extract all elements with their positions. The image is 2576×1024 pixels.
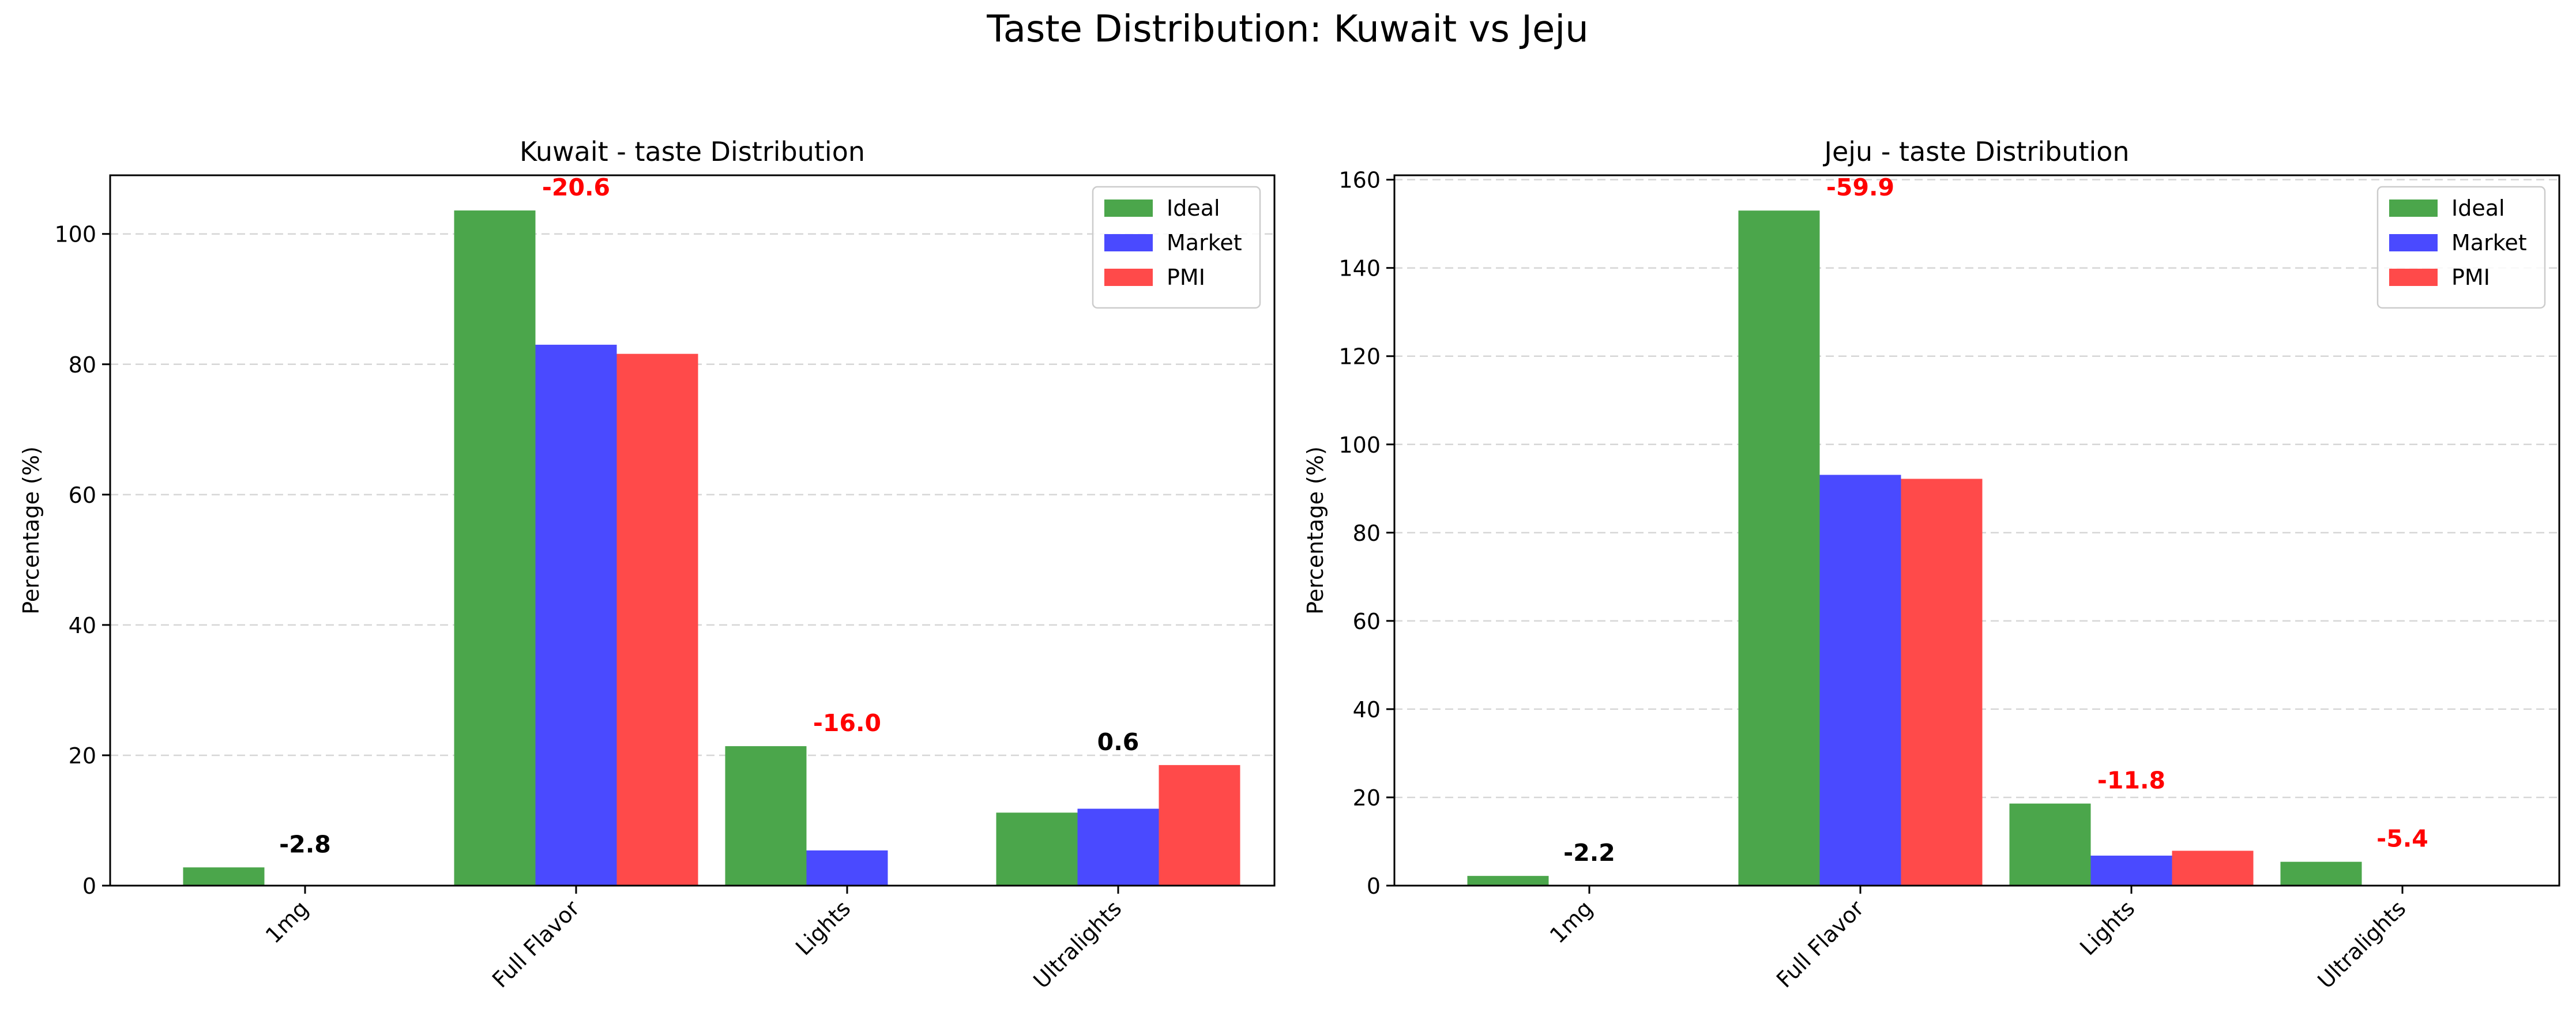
jeju-bar-pmi-lights <box>2172 850 2254 886</box>
jeju-bar-market-full-flavor <box>1819 475 1901 886</box>
kuwait-gap-label: -2.8 <box>279 830 331 858</box>
jeju-ytick-label: 20 <box>1353 785 1381 811</box>
jeju-ytick-label: 80 <box>1353 521 1381 546</box>
kuwait-legend-swatch-market <box>1104 234 1153 251</box>
jeju-gap-label: -59.9 <box>1826 174 1894 201</box>
kuwait-ytick-label: 100 <box>54 222 96 247</box>
kuwait-ytick-label: 0 <box>82 874 96 899</box>
kuwait-bar-market-ultralights <box>1077 808 1159 886</box>
jeju-bar-pmi-full-flavor <box>1901 479 1983 886</box>
jeju-gap-label: -11.8 <box>2097 767 2165 795</box>
jeju-ytick-label: 140 <box>1338 256 1381 281</box>
kuwait-gap-label: -20.6 <box>542 174 610 201</box>
kuwait-ytick-label: 20 <box>69 743 96 769</box>
jeju-ylabel: Percentage (%) <box>1303 446 1328 615</box>
kuwait-bar-ideal-1mg <box>183 867 265 886</box>
kuwait-chart-title: Kuwait - taste Distribution <box>520 136 865 167</box>
jeju-bar-ideal-lights <box>2009 803 2091 886</box>
kuwait-gap-label: 0.6 <box>1097 728 1140 756</box>
kuwait-bar-pmi-full-flavor <box>616 353 698 886</box>
kuwait-bar-market-full-flavor <box>535 344 617 886</box>
jeju-legend-swatch-ideal <box>2389 199 2438 217</box>
jeju-legend-label: PMI <box>2451 265 2490 290</box>
kuwait-ylabel: Percentage (%) <box>18 446 44 615</box>
jeju-ytick-label: 160 <box>1338 168 1381 193</box>
kuwait-legend-label: Ideal <box>1167 195 1220 221</box>
jeju-gap-label: -2.2 <box>1563 839 1615 867</box>
jeju-bar-ideal-full-flavor <box>1738 210 1820 886</box>
kuwait-bar-ideal-full-flavor <box>454 210 536 886</box>
kuwait-bar-market-lights <box>806 850 888 886</box>
jeju-ytick-label: 100 <box>1338 432 1381 458</box>
jeju-axes-frame <box>1393 174 2560 887</box>
jeju-gap-label: -5.4 <box>2376 825 2428 853</box>
kuwait-bar-pmi-ultralights <box>1159 765 1240 886</box>
jeju-ytick-label: 60 <box>1353 609 1381 634</box>
figure-title: Taste Distribution: Kuwait vs Jeju <box>986 8 1588 51</box>
kuwait-bar-ideal-ultralights <box>996 812 1078 886</box>
kuwait-ytick-label: 40 <box>69 613 96 638</box>
jeju-ytick-label: 40 <box>1353 697 1381 722</box>
jeju-bar-ideal-1mg <box>1467 876 1549 886</box>
jeju-ytick-label: 0 <box>1367 874 1381 899</box>
jeju-legend-label: Market <box>2451 230 2527 255</box>
kuwait-bar-ideal-lights <box>725 746 807 886</box>
kuwait-legend-swatch-pmi <box>1104 269 1153 286</box>
kuwait-axes-frame <box>109 174 1276 887</box>
jeju-chart-title: Jeju - taste Distribution <box>1822 136 2129 167</box>
jeju-legend-label: Ideal <box>2451 195 2505 221</box>
jeju-legend-swatch-pmi <box>2389 269 2438 286</box>
kuwait-legend-label: Market <box>1167 230 1242 255</box>
kuwait-ytick-label: 60 <box>69 483 96 508</box>
kuwait-ytick-label: 80 <box>69 352 96 378</box>
jeju-bar-ideal-ultralights <box>2280 861 2362 886</box>
kuwait-legend-swatch-ideal <box>1104 199 1153 217</box>
jeju-ytick-label: 120 <box>1338 344 1381 370</box>
jeju-bar-market-lights <box>2090 855 2172 886</box>
jeju-legend-swatch-market <box>2389 234 2438 251</box>
kuwait-gap-label: -16.0 <box>813 709 881 737</box>
kuwait-legend-label: PMI <box>1167 265 1205 290</box>
